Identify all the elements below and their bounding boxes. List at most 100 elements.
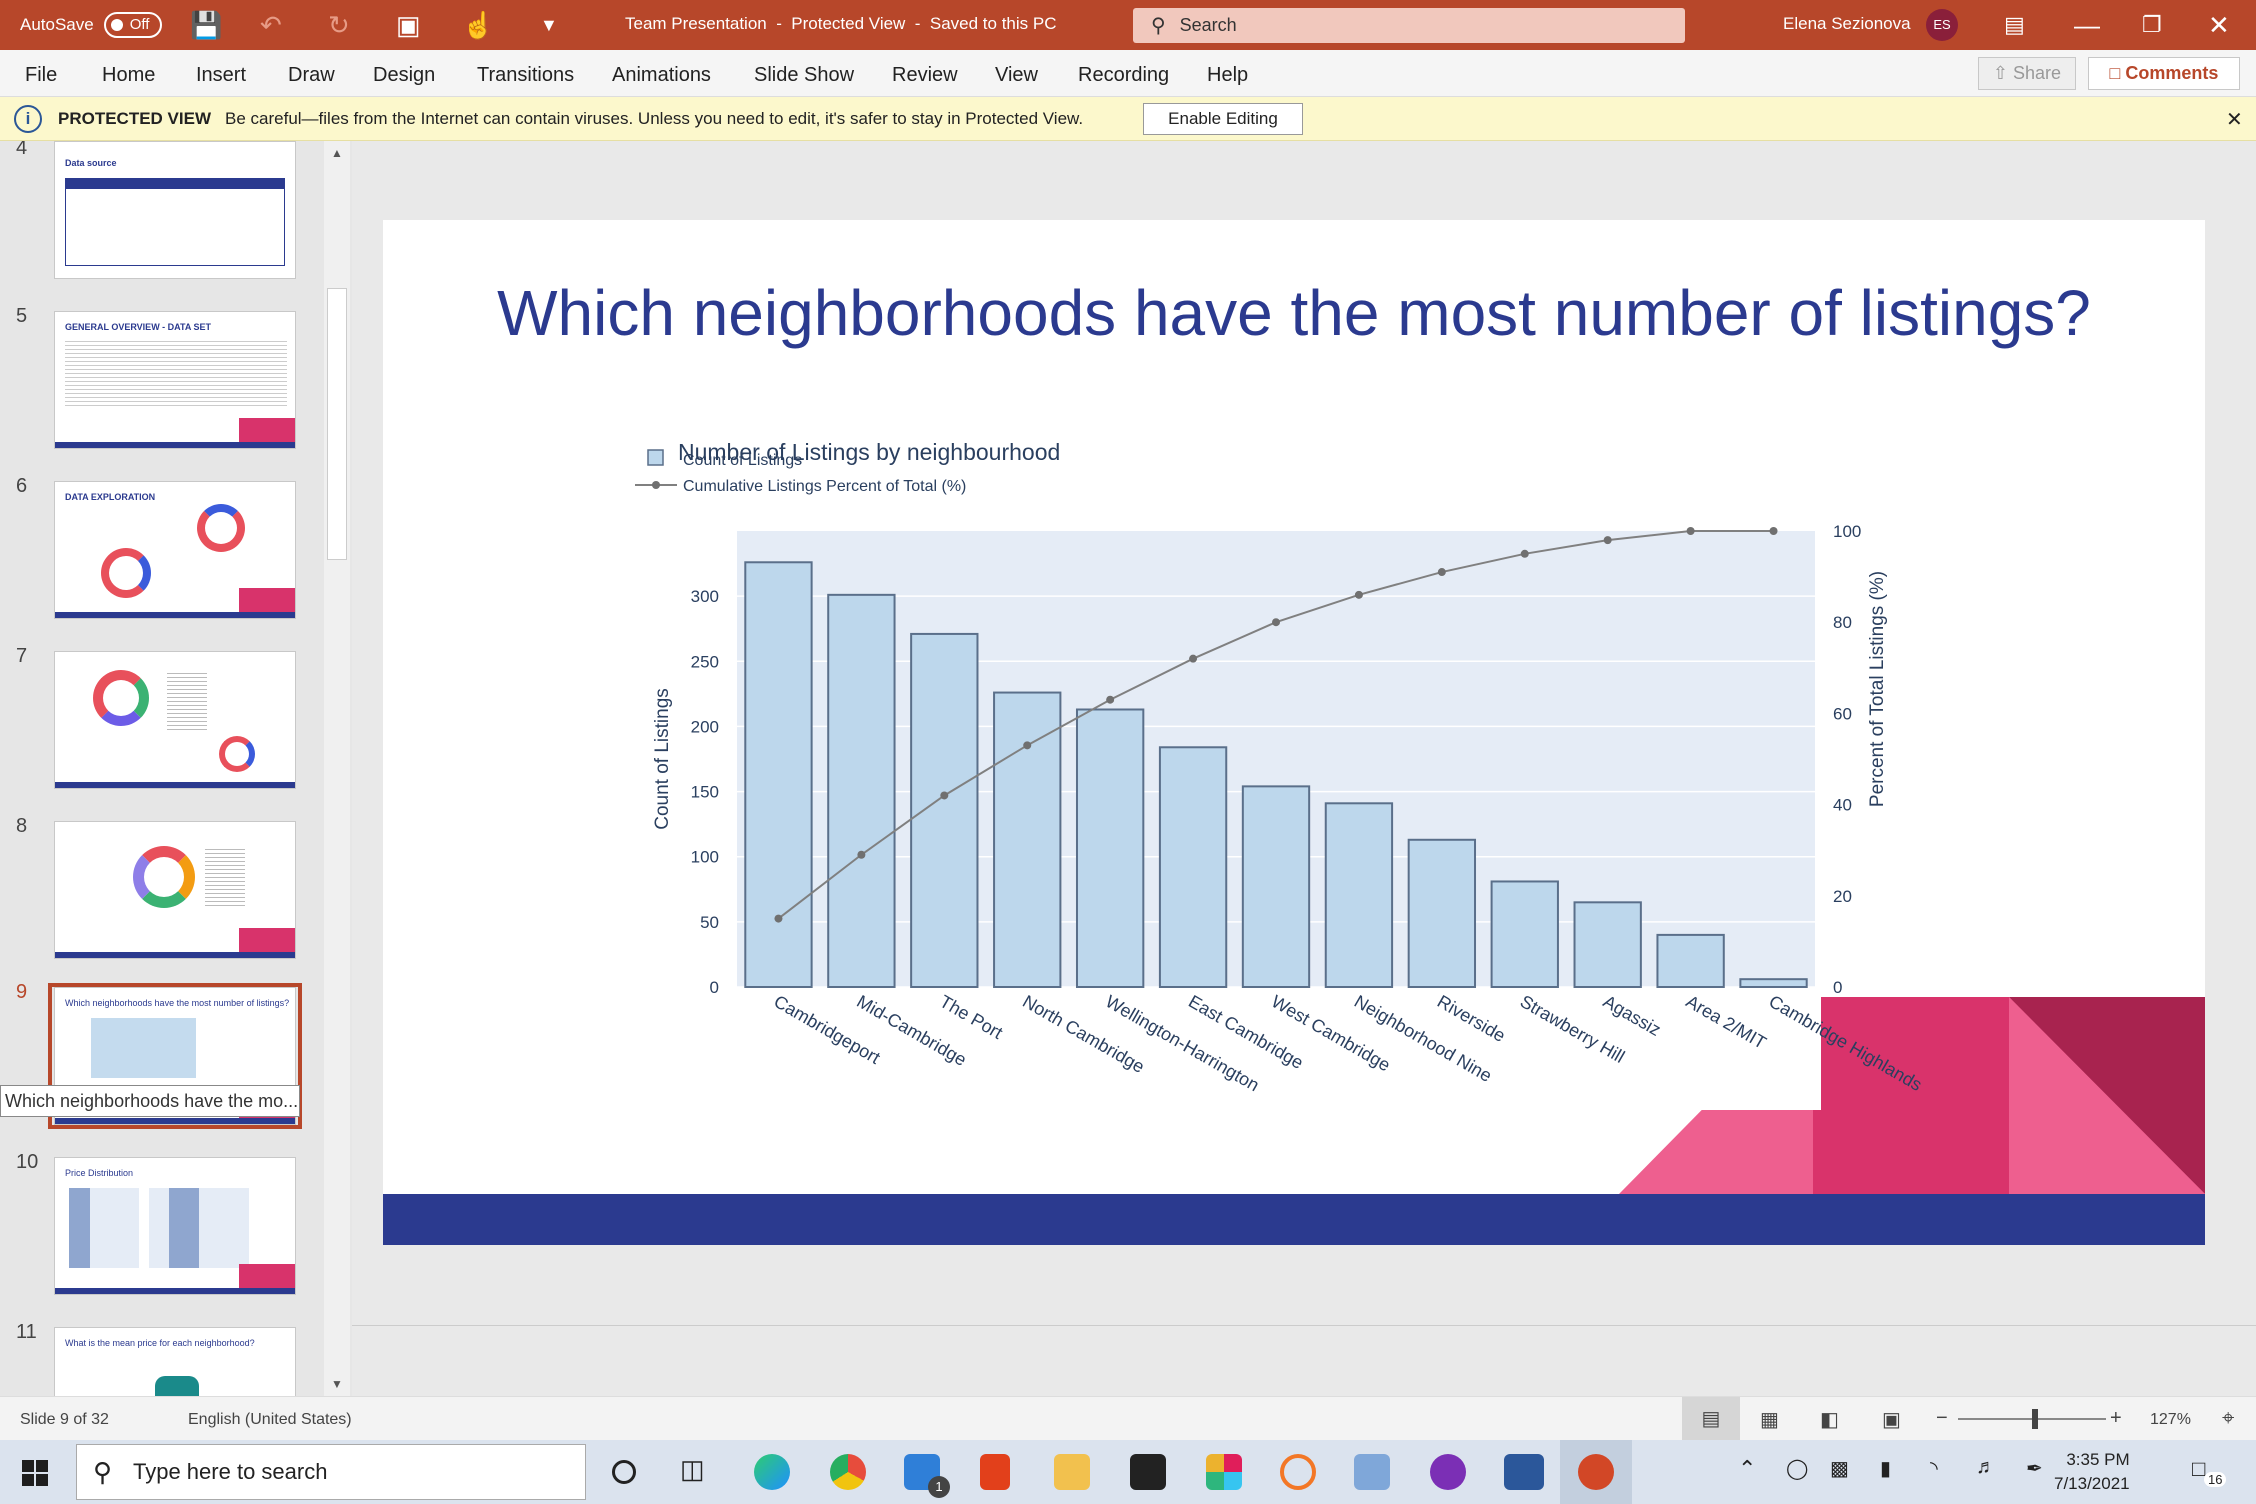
share-button[interactable]: ⇧ Share xyxy=(1978,57,2076,90)
cumulative-point xyxy=(1354,590,1363,599)
task-view-icon[interactable]: ◫ xyxy=(680,1454,705,1484)
close-icon[interactable]: ✕ xyxy=(2208,10,2230,40)
tab-review[interactable]: Review xyxy=(892,64,958,86)
restore-icon[interactable]: ❐ xyxy=(2142,12,2162,37)
touch-mode-icon[interactable]: ☝ xyxy=(462,10,495,40)
github-icon[interactable] xyxy=(1430,1454,1466,1490)
office-icon[interactable] xyxy=(980,1454,1010,1490)
slide-thumbnail-4[interactable]: Data source xyxy=(54,141,296,279)
cumulative-point xyxy=(1686,527,1695,535)
powerpoint-icon[interactable] xyxy=(1578,1454,1614,1490)
thumb-decoration xyxy=(239,1264,295,1288)
ribbon-display-icon[interactable]: ▤ xyxy=(2004,12,2025,37)
show-hidden-icons[interactable]: ⌃ xyxy=(1738,1456,1757,1481)
undo-icon[interactable]: ↶ xyxy=(260,10,282,40)
edge-icon[interactable] xyxy=(754,1454,790,1490)
thumb-title: GENERAL OVERVIEW - DATA SET xyxy=(65,322,212,332)
tab-insert[interactable]: Insert xyxy=(196,64,247,86)
slide-sorter-icon[interactable]: ▦ xyxy=(1760,1409,1779,1431)
cumulative-point xyxy=(1520,549,1529,558)
cumulative-point xyxy=(1603,536,1612,545)
zoom-out-icon[interactable]: − xyxy=(1936,1407,1948,1429)
zoom-slider-thumb[interactable] xyxy=(2032,1409,2038,1429)
slideshow-view-icon[interactable]: ▣ xyxy=(1882,1409,1901,1431)
slide-thumbnail-10[interactable]: Price Distribution xyxy=(54,1157,296,1295)
slide-thumbnail-11[interactable]: What is the mean price for each neighbor… xyxy=(54,1327,296,1396)
taskbar-search[interactable]: ⚲ Type here to search xyxy=(76,1444,586,1500)
legend-line-label: Cumulative Listings Percent of Total (%) xyxy=(683,478,966,495)
thumb-text-lines xyxy=(65,338,287,408)
tab-home[interactable]: Home xyxy=(102,64,156,86)
customize-toolbar-icon[interactable]: ▼ xyxy=(540,15,558,35)
terminal-icon[interactable] xyxy=(1130,1454,1166,1490)
cortana-icon[interactable] xyxy=(612,1460,636,1484)
wifi-icon[interactable]: ◝ xyxy=(1930,1458,1938,1480)
minimize-icon[interactable]: — xyxy=(2074,10,2100,40)
screen-icon[interactable]: ▩ xyxy=(1830,1458,1849,1480)
tab-animations[interactable]: Animations xyxy=(612,64,711,86)
autosave-toggle[interactable]: Off xyxy=(103,12,162,38)
legend-line-marker xyxy=(652,481,660,489)
present-icon[interactable]: ▣ xyxy=(396,10,421,40)
y-tick-label: 250 xyxy=(691,652,719,671)
scroll-up-icon[interactable]: ▲ xyxy=(331,146,343,160)
bar-mid-cambridge xyxy=(827,593,896,988)
tab-view[interactable]: View xyxy=(995,64,1038,86)
thumb-footer xyxy=(55,1288,295,1294)
windows-start-icon[interactable] xyxy=(22,1460,48,1486)
search-box[interactable]: ⚲ Search xyxy=(1133,8,1685,43)
tab-transitions[interactable]: Transitions xyxy=(477,64,575,86)
save-icon[interactable]: 💾 xyxy=(190,10,223,40)
tableau-icon[interactable] xyxy=(1354,1454,1390,1490)
normal-view-button[interactable]: ▤ xyxy=(1682,1397,1740,1441)
tab-file[interactable]: File xyxy=(25,64,58,86)
volume-icon[interactable]: ♬ xyxy=(1976,1456,1996,1478)
tab-help[interactable]: Help xyxy=(1207,64,1249,86)
file-explorer-icon[interactable] xyxy=(1054,1454,1090,1490)
slide-thumbnail-7[interactable] xyxy=(54,651,296,789)
comments-button[interactable]: □ Comments xyxy=(2088,57,2240,90)
bar-cambridge-highlands xyxy=(1739,978,1808,989)
redo-icon[interactable]: ↻ xyxy=(328,10,350,40)
y2-tick-label: 100 xyxy=(1833,522,1861,541)
zoom-level[interactable]: 127% xyxy=(2150,1411,2191,1428)
pen-icon[interactable]: ✒ xyxy=(2026,1458,2043,1480)
zoom-in-icon[interactable]: + xyxy=(2110,1407,2122,1429)
chrome-icon[interactable] xyxy=(830,1454,866,1490)
tab-draw[interactable]: Draw xyxy=(288,64,335,86)
thumb-number: 9 xyxy=(16,981,28,1003)
word-icon[interactable] xyxy=(1504,1454,1544,1490)
slide-thumbnail-6[interactable]: DATA EXPLORATION xyxy=(54,481,296,619)
meet-now-icon[interactable]: ◯ xyxy=(1786,1458,1809,1480)
jupyter-icon[interactable] xyxy=(1280,1454,1316,1490)
user-name[interactable]: Elena Sezionova xyxy=(1783,14,1911,33)
tab-slide-show[interactable]: Slide Show xyxy=(754,64,855,86)
tab-recording[interactable]: Recording xyxy=(1078,64,1170,86)
enable-editing-button[interactable]: Enable Editing xyxy=(1143,103,1303,135)
avatar[interactable]: ES xyxy=(1926,9,1958,41)
scroll-thumb[interactable] xyxy=(327,288,347,560)
slack-icon[interactable] xyxy=(1206,1454,1242,1490)
notification-icon[interactable]: □ xyxy=(2192,1456,2206,1481)
notes-divider[interactable] xyxy=(352,1325,2256,1326)
thumb-legend xyxy=(205,846,245,906)
slide-decoration xyxy=(1619,997,2205,1194)
scroll-down-icon[interactable]: ▼ xyxy=(331,1377,343,1391)
thumb-box xyxy=(65,178,285,266)
thumb-map xyxy=(155,1376,199,1396)
clock[interactable]: 3:35 PM 7/13/2021 xyxy=(2054,1448,2130,1496)
bar-the-port xyxy=(910,632,979,988)
thumb-footer xyxy=(55,952,295,958)
battery-icon[interactable]: ▮ xyxy=(1880,1458,1892,1480)
reading-view-icon[interactable]: ◧ xyxy=(1820,1409,1839,1431)
fit-slide-icon[interactable]: ⌖ xyxy=(2222,1405,2235,1430)
language[interactable]: English (United States) xyxy=(188,1411,352,1428)
cumulative-point xyxy=(1023,741,1032,750)
cumulative-point xyxy=(940,791,949,800)
slide-thumbnail-8[interactable] xyxy=(54,821,296,959)
search-icon: ⚲ xyxy=(93,1457,113,1487)
thumb-number: 10 xyxy=(16,1151,39,1173)
tab-design[interactable]: Design xyxy=(373,64,436,86)
slide-thumbnail-5[interactable]: GENERAL OVERVIEW - DATA SET xyxy=(54,311,296,449)
close-bar-icon[interactable]: ✕ xyxy=(2226,109,2243,131)
